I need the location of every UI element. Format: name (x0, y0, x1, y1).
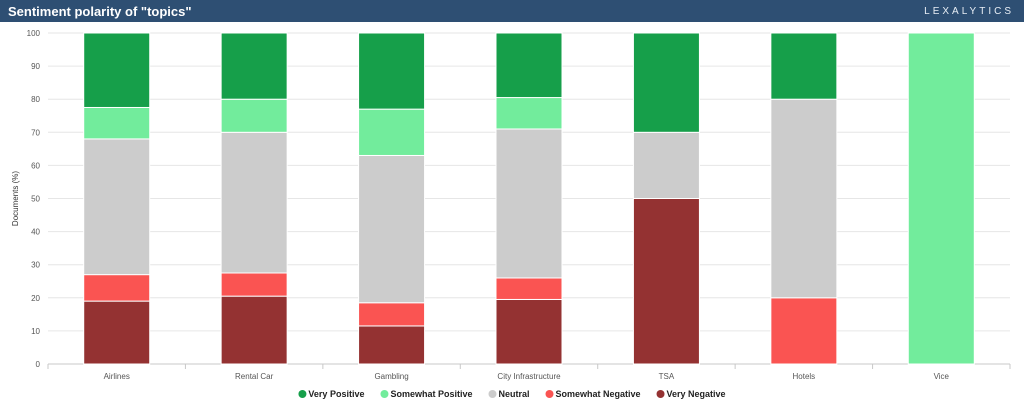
bar-segment-somewhat-positive (83, 106, 151, 140)
bar-segment-very-positive (358, 32, 426, 110)
legend-label: Very Negative (667, 389, 726, 399)
bar-segment-neutral (220, 131, 288, 274)
chart-title: Sentiment polarity of "topics" (8, 3, 192, 19)
legend-label: Somewhat Positive (390, 389, 472, 399)
bar-segment-somewhat-negative (495, 277, 563, 300)
y-tick-label: 50 (31, 195, 40, 204)
y-tick-label: 70 (31, 128, 40, 137)
stacked-bar-chart: 0 10 20 30 40 50 60 70 80 90 100 Documents (%) Airli… (11, 29, 1011, 399)
bar-segment-very-negative (220, 295, 288, 365)
brand-logo: LEXALYTICS (924, 5, 1014, 17)
bar-segment-somewhat-negative (83, 274, 151, 302)
bar-segment-very-negative (358, 325, 426, 365)
bar-segment-somewhat-negative (220, 272, 288, 297)
y-axis-label: Documents (%) (11, 171, 20, 226)
y-tick-label: 0 (36, 360, 41, 369)
legend-marker (488, 390, 497, 398)
bar-segment-neutral (358, 154, 426, 304)
x-tick-label: Gambling (374, 372, 408, 381)
bar-segment-neutral (495, 128, 563, 279)
bar-segment-somewhat-positive (495, 97, 563, 130)
legend-marker (298, 390, 307, 398)
bar-segment-very-positive (632, 32, 700, 133)
bar-segment-neutral (770, 98, 838, 299)
bar-segment-somewhat-positive (358, 108, 426, 156)
bar-segment-very-positive (220, 32, 288, 100)
y-tick-label: 60 (31, 161, 40, 170)
x-tick-label: Airlines (104, 372, 130, 381)
bar-segment-very-negative (495, 298, 563, 365)
y-tick-label: 40 (31, 228, 40, 237)
x-tick-label: TSA (659, 372, 675, 381)
bar-segment-somewhat-positive (220, 98, 288, 133)
legend-label: Somewhat Negative (556, 389, 641, 399)
y-tick-label: 100 (27, 29, 41, 38)
bar-segment-neutral (632, 131, 700, 199)
legend-marker (545, 390, 554, 398)
x-tick-label: Hotels (793, 372, 816, 381)
bar-segment-very-positive (770, 32, 838, 100)
bar-segment-very-positive (83, 32, 151, 108)
legend-marker (380, 390, 389, 398)
bar-segment-very-positive (495, 32, 563, 99)
chart-title-bar: Sentiment polarity of "topics" LEXALYTIC… (0, 0, 1024, 22)
y-tick-label: 80 (31, 95, 40, 104)
x-tick-label: Rental Car (235, 372, 274, 381)
bar-segment-somewhat-positive (907, 32, 975, 365)
y-tick-label: 90 (31, 62, 40, 71)
bar-segment-neutral (83, 138, 151, 276)
legend-marker (656, 390, 665, 398)
bar-segment-somewhat-negative (358, 302, 426, 327)
bar-segment-very-negative (83, 300, 151, 365)
legend-label: Very Positive (308, 389, 364, 399)
y-tick-label: 10 (31, 327, 40, 336)
y-tick-label: 20 (31, 294, 40, 303)
bar-segment-very-negative (632, 198, 700, 365)
legend-label: Neutral (498, 389, 529, 399)
x-tick-label: Vice (934, 372, 950, 381)
y-tick-label: 30 (31, 261, 40, 270)
x-tick-label: City Infrastructure (497, 372, 561, 381)
bar-segment-somewhat-negative (770, 297, 838, 365)
